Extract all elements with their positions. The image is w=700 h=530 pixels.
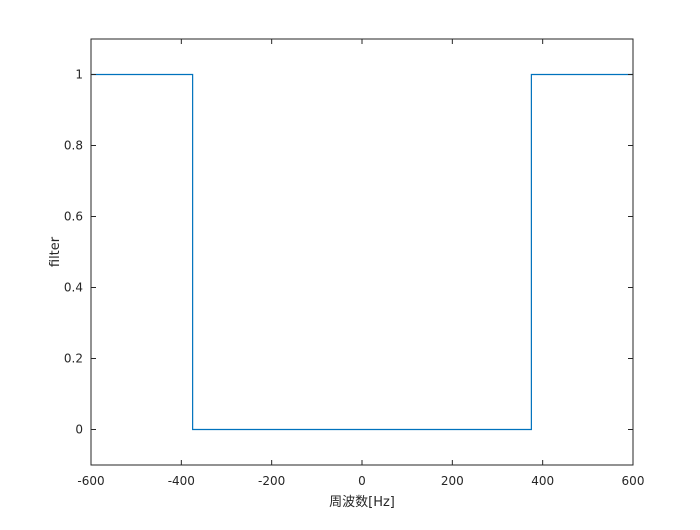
x-tick-label: 600 xyxy=(622,474,645,488)
y-tick-label: 0.4 xyxy=(64,281,83,295)
y-tick-label: 0 xyxy=(75,423,83,437)
plot-frame xyxy=(90,38,634,466)
x-tick-label: -400 xyxy=(168,474,195,488)
y-tick-label: 0.8 xyxy=(64,139,83,153)
x-tick-label: 200 xyxy=(441,474,464,488)
x-tick-label: -600 xyxy=(77,474,104,488)
y-axis-label: filter xyxy=(48,236,63,267)
x-tick-label: 0 xyxy=(358,474,366,488)
x-axis-label: 周波数[Hz] xyxy=(329,495,395,510)
y-tick-label: 0.2 xyxy=(64,352,83,366)
x-tick-label: 400 xyxy=(531,474,554,488)
plot-area xyxy=(91,39,633,465)
y-tick-label: 1 xyxy=(75,68,83,82)
x-tick-label: -200 xyxy=(258,474,285,488)
y-tick-label: 0.6 xyxy=(64,210,83,224)
series-line xyxy=(91,73,633,431)
series-layer xyxy=(91,73,633,431)
